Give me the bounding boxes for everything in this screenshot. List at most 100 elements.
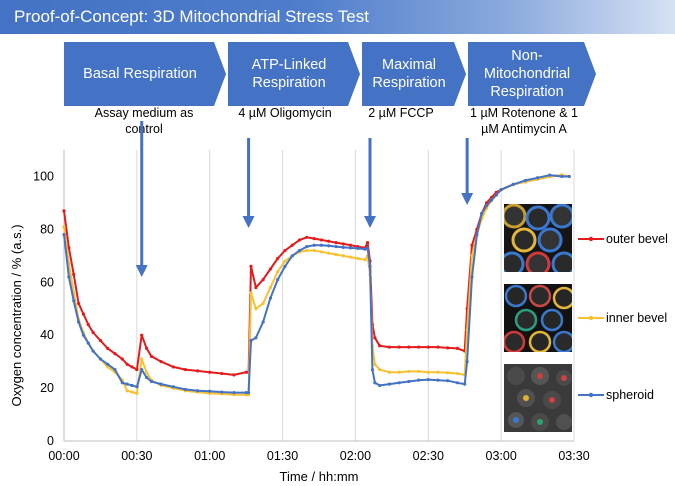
- data-point-spheroid: [86, 341, 90, 345]
- phase-atp-linked-label: ATP-Linked Respiration: [251, 57, 327, 91]
- data-point-spheroid: [475, 233, 479, 237]
- data-point-spheroid: [183, 387, 188, 392]
- data-point-spheroid: [327, 244, 331, 248]
- data-point-spheroid: [130, 383, 134, 388]
- data-point-inner-bevel: [130, 390, 134, 394]
- inner-bevel-micrograph: [504, 284, 572, 352]
- data-point-outer-bevel: [149, 354, 154, 358]
- data-point-outer-bevel: [195, 369, 200, 373]
- data-point-outer-bevel: [183, 367, 188, 372]
- data-point-outer-bevel: [327, 239, 331, 243]
- data-point-inner-bevel: [426, 370, 430, 374]
- data-point-outer-bevel: [446, 346, 450, 350]
- data-point-spheroid: [397, 381, 401, 385]
- data-point-outer-bevel: [125, 362, 129, 366]
- data-point-spheroid: [426, 378, 430, 382]
- data-point-outer-bevel: [455, 346, 460, 351]
- treatment-label-medium: Assay medium as control: [94, 106, 194, 136]
- data-point-spheroid: [567, 174, 571, 179]
- data-point-outer-bevel: [135, 367, 139, 372]
- data-point-spheroid: [249, 338, 253, 343]
- data-point-spheroid: [560, 174, 564, 179]
- phase-maximal-label: Maximal Respiration: [372, 57, 446, 91]
- data-point-outer-bevel: [254, 285, 258, 290]
- data-point-spheroid: [470, 275, 474, 279]
- data-point-spheroid: [319, 243, 324, 247]
- y-axis-title: Oxygen concentration / % (a.s.): [9, 224, 24, 406]
- data-point-outer-bevel: [91, 330, 95, 335]
- data-point-outer-bevel: [120, 357, 124, 361]
- data-point-spheroid: [370, 367, 375, 372]
- legend-label-outer-bevel: outer bevel: [606, 232, 668, 246]
- phase-basal: Basal Respiration: [64, 42, 226, 106]
- data-point-outer-bevel: [106, 346, 110, 351]
- legend-label-inner-bevel: inner bevel: [606, 311, 668, 325]
- data-point-outer-bevel: [416, 345, 421, 349]
- x-axis-title: Time / hh:mm: [280, 469, 359, 484]
- data-point-spheroid: [535, 176, 540, 180]
- data-point-spheroid: [246, 390, 251, 395]
- treatment-arrowhead-fccp: [364, 216, 376, 228]
- data-point-spheroid: [244, 390, 248, 395]
- phase-atp-linked: ATP-Linked Respiration: [228, 42, 360, 106]
- data-point-spheroid: [305, 244, 309, 249]
- data-point-inner-bevel: [356, 256, 360, 261]
- legend-marker-inner-bevel: [588, 315, 594, 321]
- data-point-outer-bevel: [373, 336, 377, 340]
- data-point-spheroid: [171, 385, 175, 389]
- data-point-inner-bevel: [327, 251, 331, 255]
- treatment-label-oligomycin: 4 µM Oligomycin: [238, 106, 332, 120]
- y-tick-label: 80: [40, 222, 54, 236]
- data-point-inner-bevel: [140, 357, 144, 361]
- data-point-spheroid: [283, 264, 287, 268]
- data-point-spheroid: [67, 275, 71, 279]
- data-point-outer-bevel: [312, 237, 316, 241]
- data-point-outer-bevel: [130, 365, 134, 369]
- data-point-spheroid: [494, 193, 498, 197]
- data-point-inner-bevel: [470, 254, 474, 258]
- data-point-inner-bevel: [144, 370, 149, 374]
- series-line-outer-bevel: [63, 174, 570, 376]
- data-point-spheroid: [220, 390, 224, 394]
- data-point-spheroid: [232, 390, 236, 395]
- data-point-spheroid: [120, 381, 124, 385]
- data-point-inner-bevel: [249, 291, 253, 295]
- treatment-arrowhead-rotenone: [461, 193, 474, 205]
- data-point-outer-bevel: [407, 345, 411, 349]
- data-point-inner-bevel: [261, 301, 265, 306]
- phase-non-mitochondrial: Non-Mitochondrial Respiration: [468, 42, 596, 106]
- data-point-spheroid: [62, 233, 66, 237]
- data-point-inner-bevel: [341, 254, 345, 258]
- data-point-spheroid: [254, 336, 258, 340]
- data-point-inner-bevel: [378, 367, 382, 372]
- data-point-inner-bevel: [268, 285, 273, 290]
- data-point-inner-bevel: [276, 270, 280, 274]
- page-title: Proof-of-Concept: 3D Mitochondrial Stres…: [14, 7, 369, 26]
- data-point-inner-bevel: [407, 369, 411, 374]
- data-point-outer-bevel: [249, 264, 253, 268]
- data-point-outer-bevel: [261, 278, 265, 282]
- data-point-outer-bevel: [426, 345, 430, 349]
- data-point-outer-bevel: [365, 240, 370, 245]
- data-point-outer-bevel: [81, 312, 86, 316]
- x-tick-label: 03:30: [558, 449, 589, 463]
- data-point-spheroid: [144, 375, 149, 380]
- data-point-inner-bevel: [436, 370, 440, 374]
- data-point-spheroid: [159, 382, 163, 386]
- data-point-inner-bevel: [416, 369, 421, 374]
- data-point-outer-bevel: [140, 333, 144, 337]
- data-point-outer-bevel: [290, 243, 294, 247]
- phase-maximal: Maximal Respiration: [362, 42, 466, 106]
- data-point-spheroid: [76, 320, 81, 324]
- data-point-outer-bevel: [244, 370, 248, 374]
- title-bar: Proof-of-Concept: 3D Mitochondrial Stres…: [0, 0, 675, 34]
- data-point-spheroid: [81, 333, 86, 337]
- data-point-spheroid: [365, 246, 370, 250]
- data-point-outer-bevel: [98, 338, 103, 343]
- data-point-spheroid: [378, 383, 382, 388]
- data-point-outer-bevel: [348, 243, 353, 247]
- data-point-spheroid: [407, 379, 411, 384]
- data-point-outer-bevel: [171, 365, 175, 369]
- x-tick-label: 00:00: [48, 449, 79, 463]
